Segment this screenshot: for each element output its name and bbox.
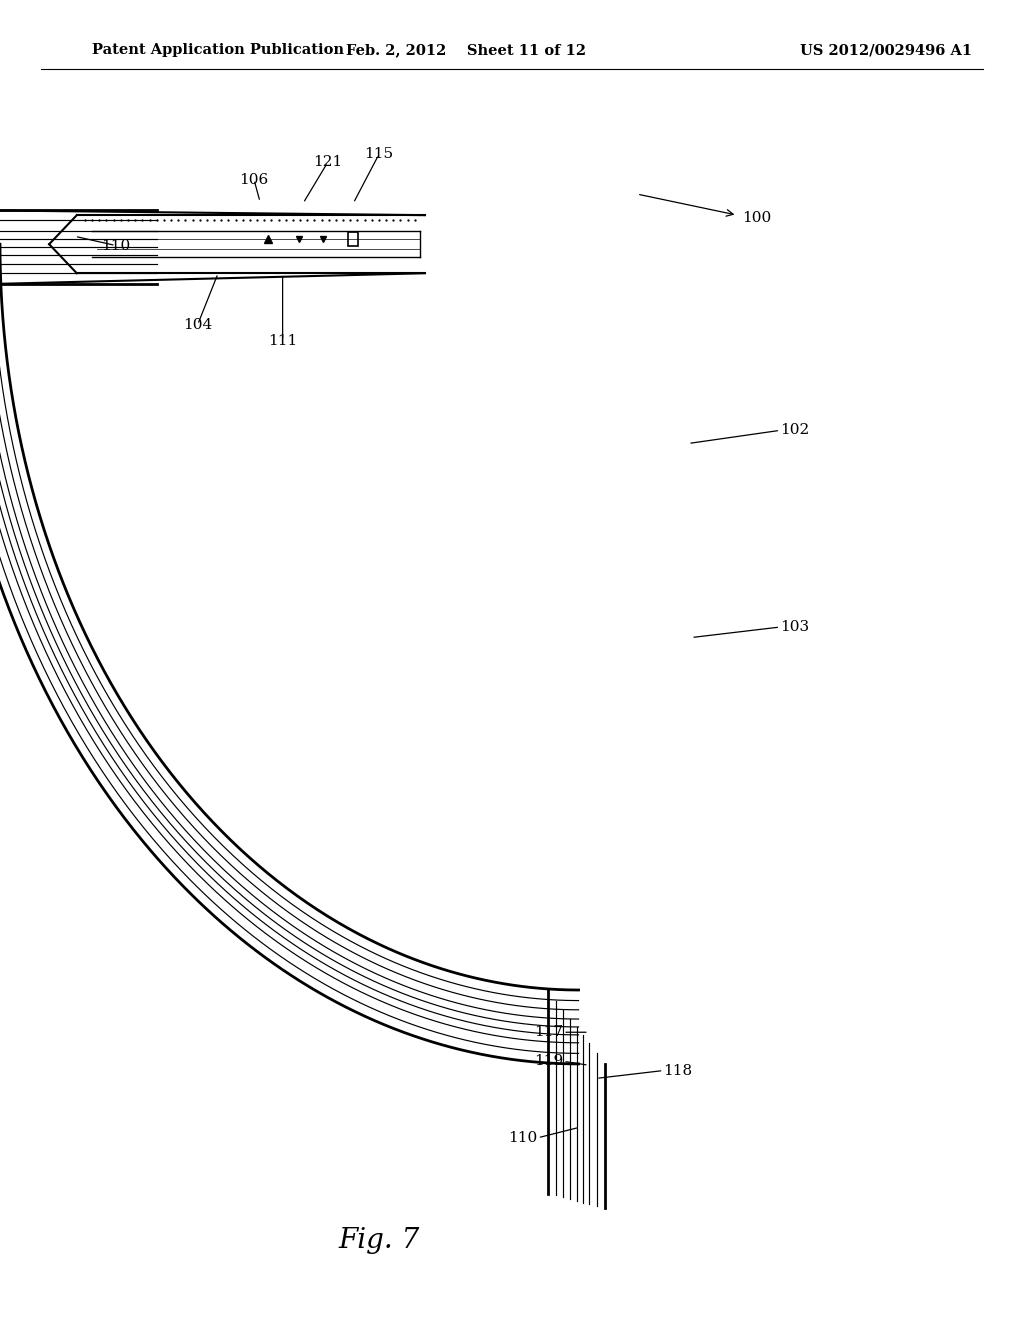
Text: Feb. 2, 2012    Sheet 11 of 12: Feb. 2, 2012 Sheet 11 of 12 — [346, 44, 586, 57]
Text: US 2012/0029496 A1: US 2012/0029496 A1 — [800, 44, 972, 57]
Text: 118: 118 — [664, 1064, 692, 1077]
Text: Fig. 7: Fig. 7 — [338, 1228, 420, 1254]
Text: 119: 119 — [534, 1055, 563, 1068]
Text: Patent Application Publication: Patent Application Publication — [92, 44, 344, 57]
Text: 110: 110 — [508, 1131, 538, 1144]
Text: 110: 110 — [101, 239, 130, 252]
Bar — [348, 232, 358, 246]
Text: 106: 106 — [240, 173, 268, 186]
Text: 102: 102 — [780, 424, 810, 437]
Text: 111: 111 — [268, 334, 297, 347]
Text: 115: 115 — [365, 148, 393, 161]
Text: 104: 104 — [183, 318, 212, 331]
Text: 100: 100 — [742, 211, 772, 224]
Text: 103: 103 — [780, 620, 809, 634]
Text: 121: 121 — [313, 156, 342, 169]
Text: 117: 117 — [535, 1026, 563, 1039]
